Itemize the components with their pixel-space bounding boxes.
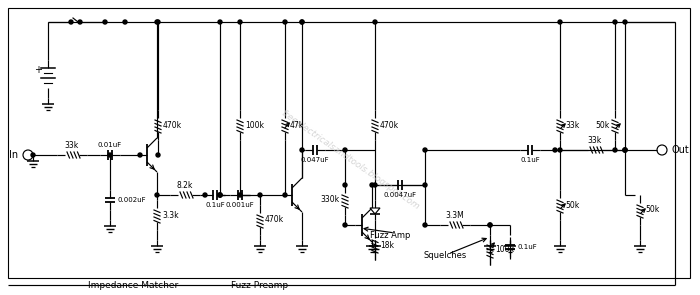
Text: 50k: 50k bbox=[596, 120, 610, 130]
Circle shape bbox=[283, 20, 287, 24]
Circle shape bbox=[155, 193, 159, 197]
Circle shape bbox=[218, 20, 222, 24]
Circle shape bbox=[258, 193, 262, 197]
Text: 470k: 470k bbox=[380, 120, 399, 130]
Text: 0.002uF: 0.002uF bbox=[117, 197, 146, 203]
Circle shape bbox=[623, 148, 627, 152]
Text: freeelectricalsandtools.blogspot.com: freeelectricalsandtools.blogspot.com bbox=[279, 109, 421, 212]
Circle shape bbox=[108, 153, 112, 157]
Circle shape bbox=[558, 148, 562, 152]
Circle shape bbox=[558, 20, 562, 24]
Circle shape bbox=[373, 20, 377, 24]
Circle shape bbox=[283, 193, 287, 197]
Circle shape bbox=[300, 20, 304, 24]
Text: 50k: 50k bbox=[645, 206, 659, 214]
Circle shape bbox=[623, 148, 627, 152]
Text: 3.3k: 3.3k bbox=[162, 211, 178, 219]
Circle shape bbox=[613, 20, 617, 24]
Text: 0.1uF: 0.1uF bbox=[517, 244, 537, 250]
Text: 100k: 100k bbox=[245, 120, 264, 130]
Circle shape bbox=[31, 153, 35, 157]
Circle shape bbox=[155, 20, 159, 24]
Circle shape bbox=[343, 148, 347, 152]
Text: 50k: 50k bbox=[565, 201, 580, 209]
Circle shape bbox=[373, 183, 377, 187]
Text: 8.2k: 8.2k bbox=[177, 181, 193, 190]
Circle shape bbox=[156, 153, 160, 157]
Text: 100k: 100k bbox=[495, 245, 514, 255]
Circle shape bbox=[370, 183, 374, 187]
Text: 33k: 33k bbox=[588, 136, 602, 145]
Text: 18k: 18k bbox=[380, 240, 394, 250]
Circle shape bbox=[553, 148, 557, 152]
Circle shape bbox=[218, 193, 222, 197]
Circle shape bbox=[300, 20, 304, 24]
Circle shape bbox=[623, 20, 627, 24]
Text: 0.001uF: 0.001uF bbox=[225, 202, 254, 208]
Text: Fuzz Preamp: Fuzz Preamp bbox=[232, 281, 288, 289]
Text: 3.3M: 3.3M bbox=[446, 211, 464, 220]
Text: 33k: 33k bbox=[65, 141, 79, 150]
Text: +: + bbox=[34, 65, 42, 75]
Text: Squelches: Squelches bbox=[424, 250, 467, 260]
Text: Out: Out bbox=[672, 145, 690, 155]
Circle shape bbox=[123, 20, 127, 24]
Text: 330k: 330k bbox=[321, 196, 340, 204]
Circle shape bbox=[488, 223, 492, 227]
Circle shape bbox=[203, 193, 207, 197]
Circle shape bbox=[78, 20, 82, 24]
Circle shape bbox=[488, 223, 492, 227]
Text: 0.0047uF: 0.0047uF bbox=[384, 192, 416, 198]
Text: Impedance Matcher: Impedance Matcher bbox=[88, 281, 178, 289]
Circle shape bbox=[613, 148, 617, 152]
Text: 0.047uF: 0.047uF bbox=[301, 157, 329, 163]
Text: 0.1uF: 0.1uF bbox=[205, 202, 225, 208]
Text: 0.01uF: 0.01uF bbox=[98, 142, 122, 148]
Text: 470k: 470k bbox=[163, 120, 182, 130]
Text: In: In bbox=[9, 150, 18, 160]
Circle shape bbox=[623, 148, 627, 152]
Circle shape bbox=[69, 20, 73, 24]
Circle shape bbox=[238, 20, 242, 24]
Circle shape bbox=[218, 193, 222, 197]
Circle shape bbox=[138, 153, 142, 157]
Polygon shape bbox=[370, 208, 380, 214]
Text: 33k: 33k bbox=[565, 120, 580, 130]
Circle shape bbox=[343, 223, 347, 227]
Circle shape bbox=[423, 223, 427, 227]
Circle shape bbox=[423, 183, 427, 187]
Circle shape bbox=[423, 148, 427, 152]
Circle shape bbox=[218, 193, 222, 197]
Text: 47k: 47k bbox=[290, 120, 304, 130]
Text: 470k: 470k bbox=[265, 216, 284, 224]
Circle shape bbox=[103, 20, 107, 24]
Circle shape bbox=[343, 183, 347, 187]
Circle shape bbox=[238, 193, 242, 197]
Circle shape bbox=[156, 20, 160, 24]
Text: Fuzz Amp: Fuzz Amp bbox=[370, 230, 410, 240]
Text: 0.1uF: 0.1uF bbox=[520, 157, 540, 163]
Circle shape bbox=[300, 148, 304, 152]
